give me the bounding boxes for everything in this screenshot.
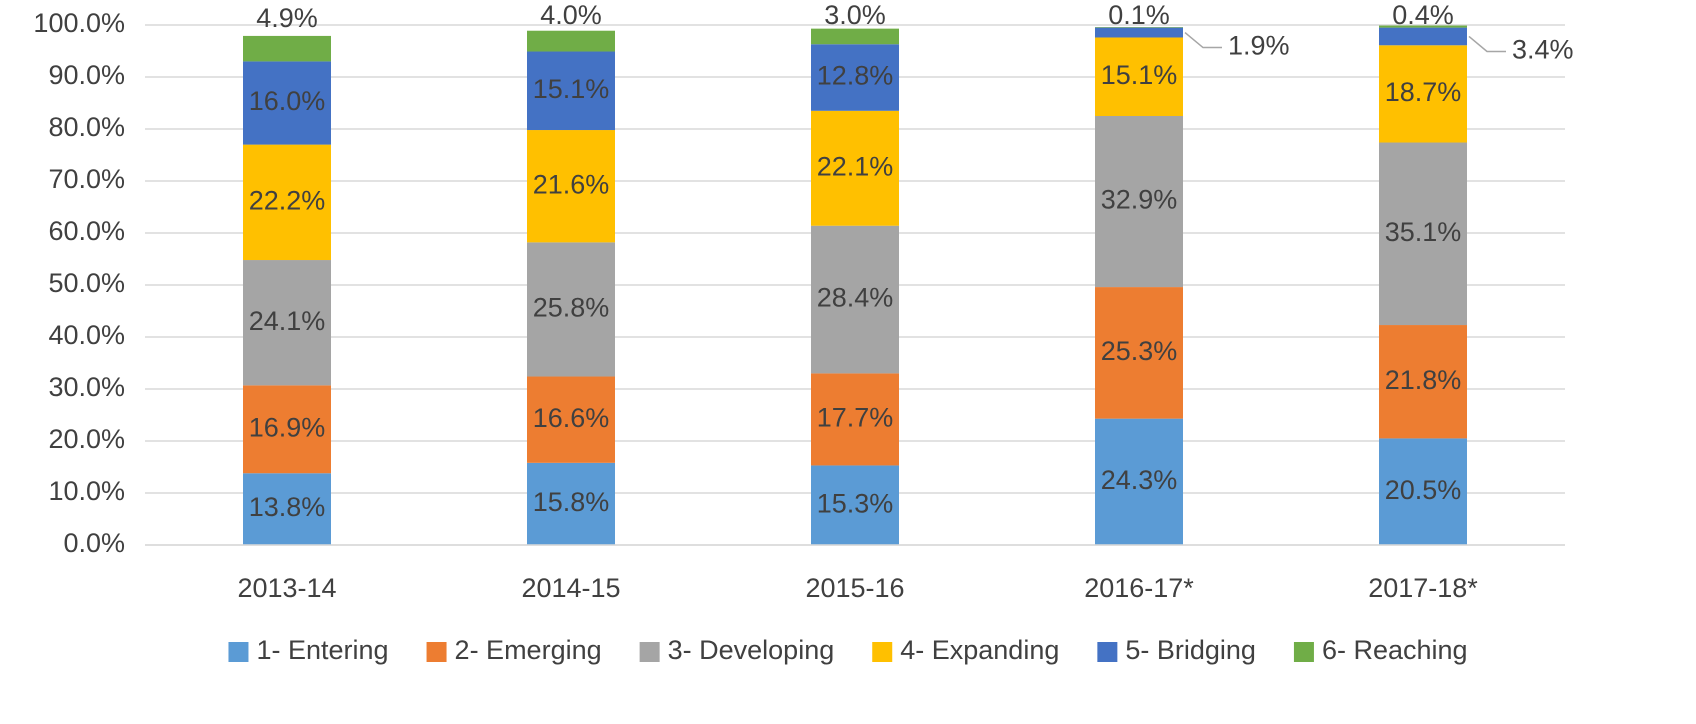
bar-segment <box>811 110 899 226</box>
data-label: 18.7% <box>1385 77 1462 107</box>
data-label: 25.8% <box>533 293 610 323</box>
data-label: 15.1% <box>1101 60 1178 90</box>
bar-segment <box>527 130 615 243</box>
bar-segment <box>1095 27 1183 28</box>
x-tick-label: 2015-16 <box>805 573 904 603</box>
bar-segment <box>1095 37 1183 117</box>
bar-segment <box>1379 438 1467 545</box>
y-tick-label: 10.0% <box>48 476 125 506</box>
legend-swatch <box>228 642 249 662</box>
y-tick-label: 70.0% <box>48 164 125 194</box>
bar-segment <box>1379 142 1467 326</box>
bar-segment <box>527 30 615 52</box>
bar-segment <box>243 144 331 261</box>
data-label: 24.3% <box>1101 465 1178 495</box>
bar-segment <box>1379 27 1467 46</box>
y-tick-label: 60.0% <box>48 216 125 246</box>
data-label: 15.3% <box>817 488 894 518</box>
bar-segment <box>243 61 331 145</box>
bar-segment <box>811 465 899 545</box>
bar-segment <box>243 260 331 386</box>
x-tick-label: 2016-17* <box>1084 573 1194 603</box>
y-tick-label: 30.0% <box>48 372 125 402</box>
legend-label: 5- Bridging <box>1125 635 1256 665</box>
bar-segment <box>1095 418 1183 545</box>
data-label: 16.9% <box>249 412 326 442</box>
data-label: 15.1% <box>533 74 610 104</box>
legend-label: 1- Entering <box>256 635 388 665</box>
data-label: 1.9% <box>1228 31 1290 61</box>
y-tick-label: 40.0% <box>48 320 125 350</box>
data-label: 0.4% <box>1392 0 1454 30</box>
legend-label: 4- Expanding <box>900 635 1059 665</box>
bar-segment <box>1095 287 1183 419</box>
y-tick-label: 50.0% <box>48 268 125 298</box>
data-label: 21.6% <box>533 169 610 199</box>
data-label: 0.1% <box>1108 0 1170 30</box>
data-label: 25.3% <box>1101 336 1178 366</box>
legend-swatch <box>426 642 447 662</box>
y-tick-label: 90.0% <box>48 60 125 90</box>
bar-segment <box>811 225 899 374</box>
bar-segment <box>243 473 331 545</box>
y-tick-label: 80.0% <box>48 112 125 142</box>
bar-segment <box>811 373 899 466</box>
legend-label: 6- Reaching <box>1322 635 1468 665</box>
bar-segment <box>811 44 899 111</box>
bar-segment <box>527 462 615 545</box>
leader-line <box>1184 31 1222 49</box>
legend-swatch <box>872 642 893 662</box>
bar-segment <box>527 51 615 131</box>
data-label: 4.0% <box>540 0 602 30</box>
bar-segment <box>1379 25 1467 28</box>
data-label: 13.8% <box>249 492 326 522</box>
legend-label: 3- Developing <box>668 635 835 665</box>
data-label: 35.1% <box>1385 217 1462 247</box>
x-tick-label: 2013-14 <box>237 573 336 603</box>
leader-line <box>1468 35 1506 53</box>
data-label: 22.1% <box>817 151 894 181</box>
legend-swatch <box>1293 642 1314 662</box>
x-tick-label: 2014-15 <box>521 573 620 603</box>
data-label: 20.5% <box>1385 475 1462 505</box>
bar-segment <box>527 376 615 463</box>
data-label: 21.8% <box>1385 365 1462 395</box>
legend-swatch <box>639 642 660 662</box>
x-tick-label: 2017-18* <box>1368 573 1478 603</box>
data-label: 28.4% <box>817 283 894 313</box>
y-tick-label: 100.0% <box>33 8 125 38</box>
bar-segment <box>1379 45 1467 143</box>
legend-label: 2- Emerging <box>455 635 602 665</box>
data-label: 22.2% <box>249 185 326 215</box>
legend-swatch <box>1097 642 1118 662</box>
data-label: 4.9% <box>256 3 318 33</box>
bar-segment <box>1095 27 1183 38</box>
data-label: 16.6% <box>533 403 610 433</box>
bar-segment <box>811 28 899 45</box>
data-label: 12.8% <box>817 61 894 91</box>
bar-segment <box>1095 116 1183 288</box>
data-label: 17.7% <box>817 403 894 433</box>
data-label: 15.8% <box>533 487 610 517</box>
y-tick-label: 20.0% <box>48 424 125 454</box>
bar-segment <box>243 35 331 62</box>
data-label: 32.9% <box>1101 185 1178 215</box>
data-label: 3.4% <box>1512 35 1574 65</box>
data-label: 3.0% <box>824 0 886 30</box>
bar-segment <box>243 385 331 474</box>
data-label: 24.1% <box>249 306 326 336</box>
bar-segment <box>527 242 615 377</box>
bar-segment <box>1379 325 1467 439</box>
data-label: 16.0% <box>249 86 326 116</box>
y-tick-label: 0.0% <box>63 528 125 558</box>
